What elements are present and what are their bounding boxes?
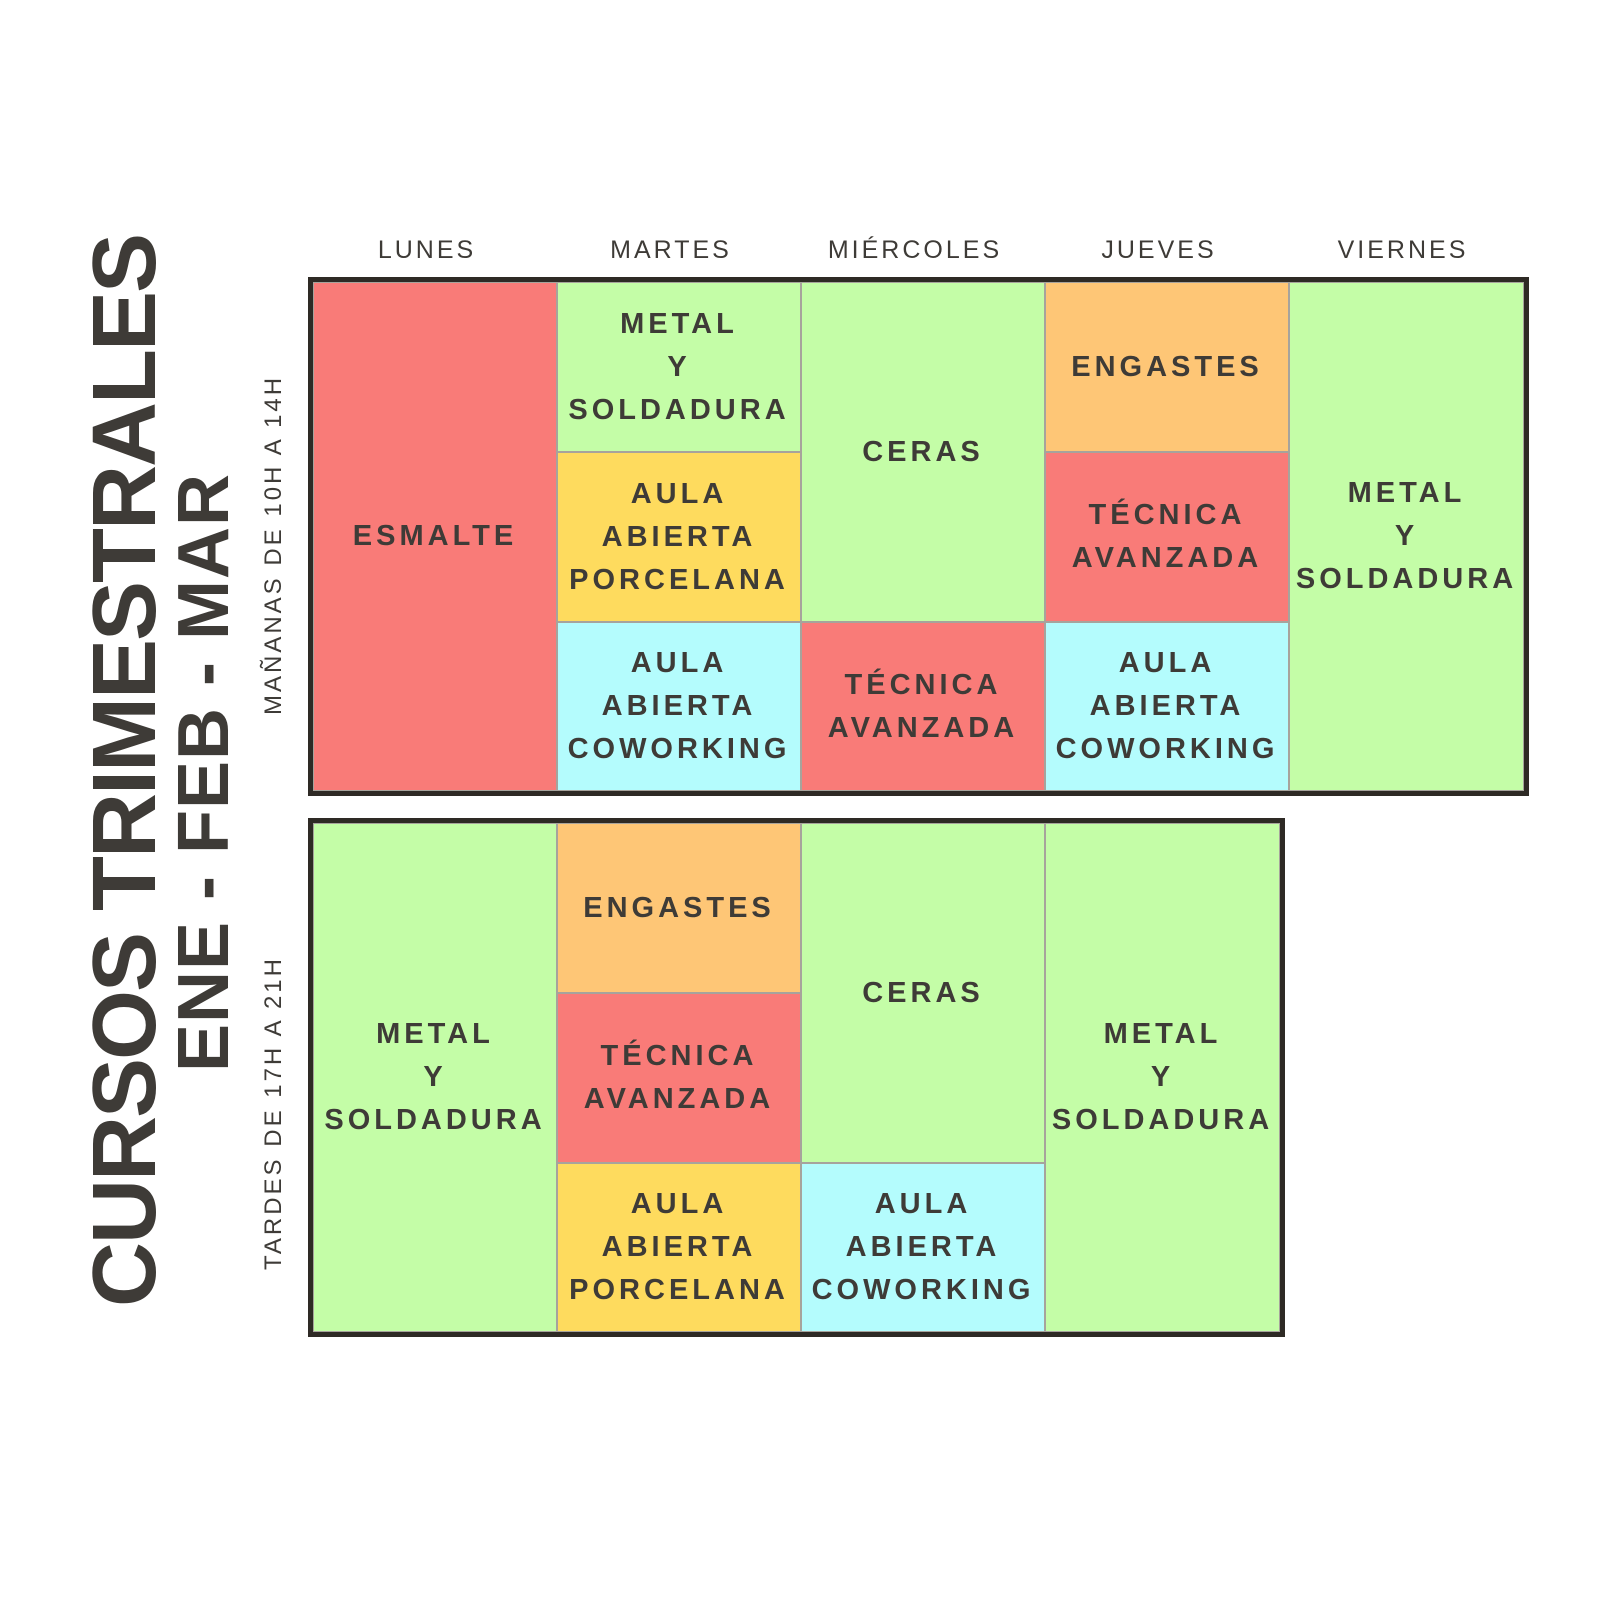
afternoon-cell-miercoles-aula-coworking: AULA ABIERTA COWORKING [801,1163,1045,1332]
day-header-martes: MARTES [610,236,732,264]
afternoon-timetable: METAL Y SOLDADURA ENGASTES TÉCNICA AVANZ… [308,818,1285,1337]
morning-cell-viernes-metal-soldadura: METAL Y SOLDADURA [1289,282,1524,791]
afternoon-cell-miercoles-ceras: CERAS [801,823,1045,1163]
morning-cell-jueves-aula-coworking: AULA ABIERTA COWORKING [1045,622,1289,791]
page-title: CURSOS TRIMESTRALES [75,234,175,1307]
afternoon-cell-lunes-metal-soldadura: METAL Y SOLDADURA [313,823,557,1332]
afternoon-cell-martes-aula-porcelana: AULA ABIERTA PORCELANA [557,1163,801,1332]
morning-cell-martes-metal-soldadura: METAL Y SOLDADURA [557,282,801,452]
day-header-jueves: JUEVES [1101,236,1217,264]
day-header-miercoles: MIÉRCOLES [827,236,1003,264]
morning-cell-martes-aula-coworking: AULA ABIERTA COWORKING [557,622,801,791]
morning-cell-lunes-esmalte: ESMALTE [313,282,557,791]
afternoon-cell-martes-tecnica-avanzada: TÉCNICA AVANZADA [557,993,801,1163]
day-header-viernes: VIERNES [1337,236,1469,264]
morning-cell-miercoles-tecnica-avanzada: TÉCNICA AVANZADA [801,622,1045,791]
page-subtitle: ENE - FEB - MAR [164,473,244,1072]
afternoon-cell-jueves-metal-soldadura: METAL Y SOLDADURA [1045,823,1280,1332]
morning-cell-jueves-engastes: ENGASTES [1045,282,1289,452]
morning-timetable: ESMALTE METAL Y SOLDADURA AULA ABIERTA P… [308,277,1529,796]
morning-cell-jueves-tecnica-avanzada: TÉCNICA AVANZADA [1045,452,1289,622]
morning-cell-miercoles-ceras: CERAS [801,282,1045,622]
afternoon-cell-martes-engastes: ENGASTES [557,823,801,993]
morning-cell-martes-aula-porcelana: AULA ABIERTA PORCELANA [557,452,801,622]
afternoon-schedule-label: TARDES DE 17H A 21H [260,956,287,1270]
morning-schedule-label: MAÑANAS DE 10H A 14H [260,374,287,715]
day-header-lunes: LUNES [377,236,477,264]
